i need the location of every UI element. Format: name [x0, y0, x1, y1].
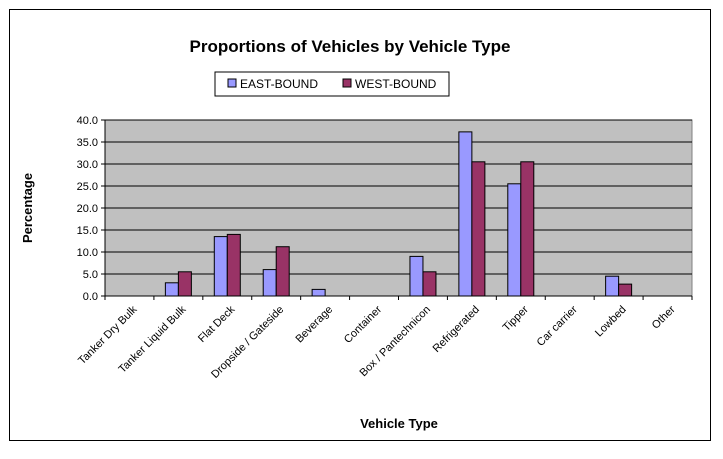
legend: EAST-BOUND WEST-BOUND	[214, 71, 450, 97]
x-tick-label: Other	[650, 303, 678, 331]
x-tick-label: Car carrier	[535, 303, 580, 348]
bars	[164, 131, 633, 297]
gridlines	[105, 119, 692, 275]
y-tick-labels: 0.0 5.0 10.0 15.0 20.0 25.0 30.0 35.0 40.0	[77, 115, 98, 303]
x-tick-label: Refrigerated	[431, 304, 482, 355]
y-tick-label: 25.0	[77, 181, 98, 193]
y-tick-label: 35.0	[77, 137, 98, 149]
x-tick-label: Flat Deck	[196, 303, 238, 345]
bar-west-bound	[275, 246, 290, 297]
x-tick-label: Container	[342, 303, 384, 345]
bar-east-bound	[213, 236, 228, 297]
legend-box	[214, 71, 450, 97]
x-tick-label: Beverage	[293, 304, 335, 346]
y-tick-label: 30.0	[77, 159, 98, 171]
x-axis-title: Vehicle Type	[360, 416, 438, 431]
y-tick-label: 15.0	[77, 225, 98, 237]
y-axis-title: Percentage	[20, 173, 35, 243]
legend-swatch-west-bound	[342, 78, 352, 88]
axes	[101, 119, 693, 300]
bar-east-bound	[409, 255, 424, 297]
bar-west-bound	[618, 283, 633, 297]
y-tick-label: 0.0	[83, 291, 98, 303]
bar-west-bound	[177, 271, 192, 297]
legend-label-west-bound: WEST-BOUND	[355, 77, 437, 91]
bar-east-bound	[164, 282, 179, 297]
chart-title: Proportions of Vehicles by Vehicle Type	[190, 37, 511, 56]
y-tick-label: 40.0	[77, 115, 98, 127]
y-tick-label: 10.0	[77, 247, 98, 259]
bar-west-bound	[422, 271, 437, 297]
y-tick-label: 20.0	[77, 203, 98, 215]
bar-east-bound	[507, 183, 522, 297]
legend-swatch-east-bound	[227, 78, 237, 88]
bar-west-bound	[471, 161, 486, 297]
bar-west-bound	[520, 161, 535, 297]
bar-east-bound	[605, 275, 620, 297]
bar-east-bound	[311, 288, 326, 297]
x-tick-label: Lowbed	[593, 304, 629, 340]
x-tick-label: Tipper	[501, 303, 531, 333]
bar-west-bound	[226, 233, 241, 297]
y-tick-label: 5.0	[83, 269, 98, 281]
bar-east-bound	[458, 131, 473, 297]
bar-east-bound	[262, 269, 277, 297]
legend-label-east-bound: EAST-BOUND	[240, 77, 318, 91]
